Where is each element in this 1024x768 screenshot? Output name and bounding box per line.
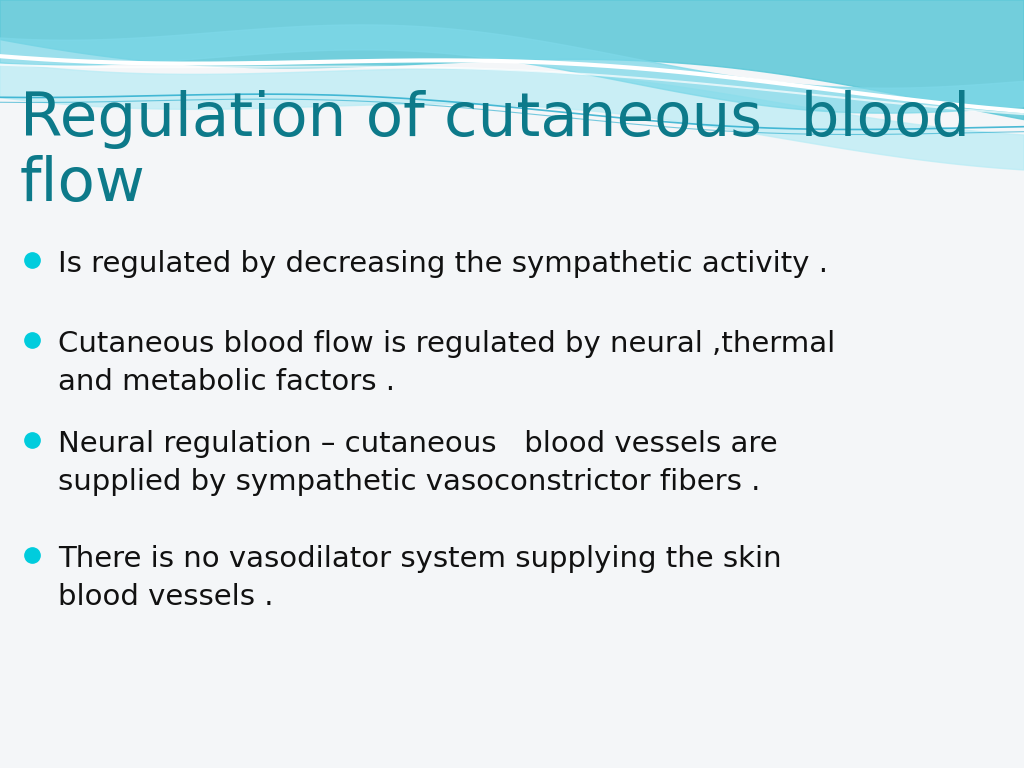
Text: Neural regulation – cutaneous   blood vessels are
supplied by sympathetic vasoco: Neural regulation – cutaneous blood vess… bbox=[58, 430, 777, 496]
Text: There is no vasodilator system supplying the skin
blood vessels .: There is no vasodilator system supplying… bbox=[58, 545, 781, 611]
Text: flow: flow bbox=[20, 155, 145, 214]
Text: Regulation of cutaneous  blood: Regulation of cutaneous blood bbox=[20, 90, 970, 149]
Text: Is regulated by decreasing the sympathetic activity .: Is regulated by decreasing the sympathet… bbox=[58, 250, 828, 278]
Text: Cutaneous blood flow is regulated by neural ,thermal
and metabolic factors .: Cutaneous blood flow is regulated by neu… bbox=[58, 330, 836, 396]
